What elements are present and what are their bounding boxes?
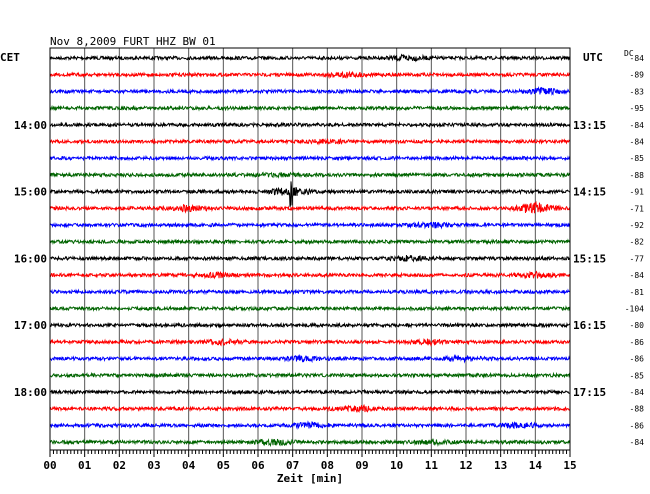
right-hour-label: 16:15 bbox=[573, 319, 606, 332]
dc-offset-label: -85 bbox=[630, 371, 645, 380]
dc-offset-label: -84 bbox=[630, 388, 645, 397]
x-axis: 00 01 02 03 04 05 06 07 08 09 10 11 12 13 14 15 bbox=[43, 450, 577, 472]
dc-offset-labels: -84 -89 -83 -95 -84 -84 -85 -88 -91 -71 -92 -82 -77 -… bbox=[625, 54, 644, 447]
dc-offset-label: -84 bbox=[630, 121, 645, 130]
x-tick-label: 12 bbox=[459, 459, 472, 472]
x-tick-label: 15 bbox=[563, 459, 576, 472]
trace-23 bbox=[49, 420, 571, 430]
trace-14 bbox=[49, 270, 571, 280]
trace-9 bbox=[49, 181, 571, 208]
dc-offset-label: -104 bbox=[625, 305, 644, 314]
trace-8 bbox=[49, 171, 571, 179]
x-tick-label: 10 bbox=[390, 459, 403, 472]
left-hour-label: 15:00 bbox=[14, 186, 47, 199]
trace-21 bbox=[49, 388, 571, 396]
dc-offset-label: -82 bbox=[630, 238, 645, 247]
trace-18 bbox=[50, 337, 571, 348]
dc-offset-label: -95 bbox=[630, 104, 645, 113]
right-hour-labels: 13:15 14:15 15:15 16:15 17:15 bbox=[573, 119, 606, 399]
right-hour-label: 17:15 bbox=[573, 386, 606, 399]
dc-offset-label: -83 bbox=[630, 87, 645, 96]
trace-13 bbox=[49, 254, 571, 263]
dc-offset-label: -88 bbox=[630, 405, 645, 414]
right-hour-label: 15:15 bbox=[573, 252, 606, 265]
x-tick-label: 01 bbox=[78, 459, 92, 472]
x-tick-label: 05 bbox=[217, 459, 230, 472]
right-hour-label: 14:15 bbox=[573, 186, 606, 199]
x-tick-label: 11 bbox=[425, 459, 439, 472]
trace-20 bbox=[49, 371, 571, 379]
dc-offset-label: -88 bbox=[630, 171, 645, 180]
left-zone-label: CET bbox=[0, 51, 20, 64]
minute-grid bbox=[84, 48, 536, 450]
dc-offset-label: -84 bbox=[630, 271, 645, 280]
trace-4 bbox=[49, 104, 571, 112]
x-tick-label: 03 bbox=[147, 459, 160, 472]
left-hour-labels: 14:00 15:00 16:00 17:00 18:00 bbox=[14, 119, 47, 399]
dc-offset-label: -85 bbox=[630, 154, 645, 163]
x-tick-label: 13 bbox=[494, 459, 507, 472]
x-axis-label: Zeit [min] bbox=[277, 472, 343, 485]
dc-offset-label: -81 bbox=[630, 288, 645, 297]
trace-19 bbox=[49, 353, 571, 364]
dc-offset-label: -86 bbox=[630, 421, 645, 430]
trace-5 bbox=[49, 121, 571, 129]
trace-10 bbox=[49, 200, 571, 214]
trace-22 bbox=[49, 403, 571, 413]
dc-offset-label: -84 bbox=[630, 138, 645, 147]
dc-label: DC bbox=[624, 49, 634, 58]
trace-6 bbox=[49, 137, 571, 146]
dc-offset-label: -80 bbox=[630, 321, 645, 330]
dc-offset-label: -84 bbox=[630, 438, 645, 447]
dc-offset-label: -89 bbox=[630, 71, 645, 80]
trace-17 bbox=[49, 321, 571, 329]
left-hour-label: 14:00 bbox=[14, 119, 47, 132]
x-tick-label: 02 bbox=[113, 459, 126, 472]
left-hour-label: 17:00 bbox=[14, 319, 47, 332]
dc-offset-label: -91 bbox=[630, 188, 645, 197]
trace-2 bbox=[49, 70, 571, 80]
x-tick-label: 00 bbox=[43, 459, 56, 472]
trace-16 bbox=[50, 304, 571, 312]
trace-3 bbox=[49, 86, 570, 96]
x-tick-label: 07 bbox=[286, 459, 299, 472]
dc-offset-label: -86 bbox=[630, 355, 645, 364]
x-tick-label: 08 bbox=[321, 459, 334, 472]
trace-1 bbox=[49, 53, 571, 63]
dc-offset-label: -86 bbox=[630, 338, 645, 347]
dc-offset-label: -92 bbox=[630, 221, 645, 230]
x-tick-label: 09 bbox=[355, 459, 368, 472]
trace-15 bbox=[49, 288, 571, 296]
x-tick-label: 14 bbox=[529, 459, 543, 472]
trace-7 bbox=[49, 154, 571, 162]
dc-offset-label: -71 bbox=[630, 204, 645, 213]
trace-12 bbox=[49, 238, 571, 246]
x-tick-label: 06 bbox=[251, 459, 265, 472]
dc-offset-label: -84 bbox=[630, 54, 645, 63]
right-hour-label: 13:15 bbox=[573, 119, 606, 132]
left-hour-label: 18:00 bbox=[14, 386, 47, 399]
dc-offset-label: -77 bbox=[630, 254, 645, 263]
trace-layer bbox=[49, 53, 571, 448]
left-hour-label: 16:00 bbox=[14, 252, 47, 265]
chart-title: Nov 8,2009 FURT HHZ BW 01 bbox=[50, 35, 216, 48]
trace-11 bbox=[49, 221, 571, 230]
trace-24 bbox=[49, 438, 571, 448]
right-zone-label: UTC bbox=[583, 51, 603, 64]
x-tick-label: 04 bbox=[182, 459, 196, 472]
